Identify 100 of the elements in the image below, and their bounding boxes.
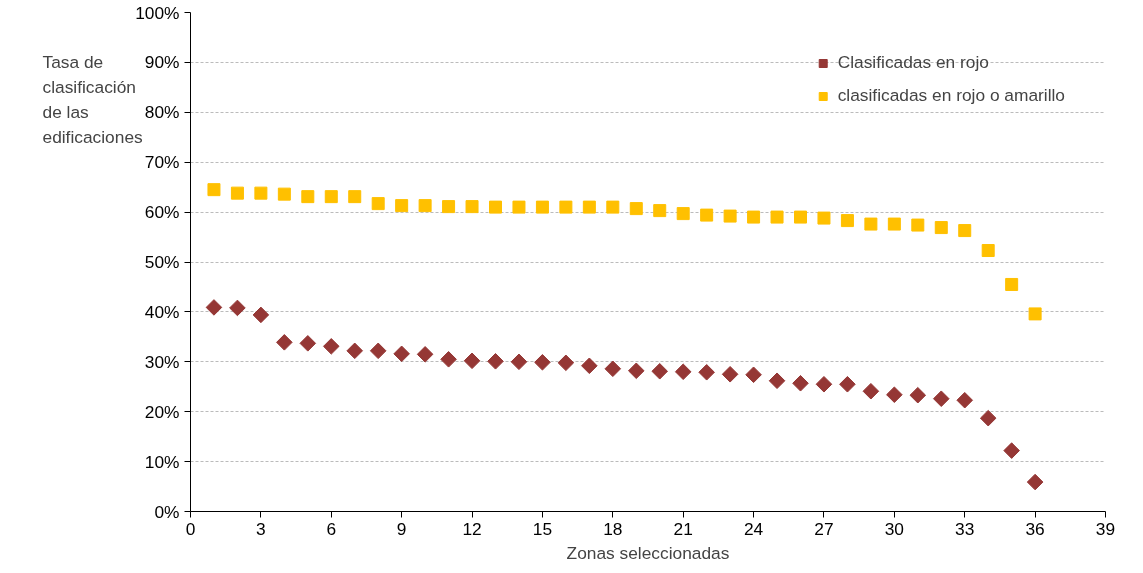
point [770, 210, 784, 224]
x-tick-label: 36 [1025, 518, 1045, 539]
point [653, 204, 667, 218]
point [721, 366, 739, 383]
point [768, 372, 786, 390]
point [205, 299, 223, 316]
point [817, 211, 831, 225]
point [230, 186, 244, 200]
y-tick-label: 90% [144, 52, 180, 73]
y-tick-label: 30% [144, 351, 180, 372]
point [604, 360, 622, 378]
point [676, 207, 690, 221]
x-tick-label: 0 [185, 518, 196, 539]
point [418, 199, 432, 213]
legend-label: Clasificadas en rojo [837, 52, 989, 73]
y-tick-label: 60% [144, 202, 180, 223]
x-tick-label: 18 [603, 518, 623, 539]
point [487, 353, 504, 370]
point [956, 391, 974, 409]
point [723, 209, 737, 223]
x-tick-label: 9 [396, 518, 407, 539]
point [909, 386, 927, 404]
point [252, 306, 270, 324]
point [512, 200, 526, 214]
y-tick-label: 70% [144, 152, 180, 173]
point [299, 335, 317, 352]
point [369, 342, 387, 360]
point [276, 334, 293, 351]
point [463, 352, 481, 370]
point [958, 224, 972, 238]
point [207, 183, 221, 197]
point [393, 345, 410, 363]
point [862, 382, 880, 400]
x-tick-label: 33 [955, 518, 975, 539]
x-axis-title: Zonas seleccionadas [566, 542, 730, 563]
point [440, 351, 457, 368]
point [254, 186, 268, 200]
point [932, 390, 950, 407]
point [559, 200, 573, 214]
y-tick-label: 0% [154, 501, 180, 522]
point [229, 299, 246, 317]
point [535, 200, 549, 214]
y-tick-label: 10% [144, 451, 180, 472]
point [465, 200, 479, 214]
y-tick-label: 80% [144, 102, 180, 123]
point [301, 190, 315, 204]
x-tick-label: 12 [462, 518, 482, 539]
point [442, 200, 456, 214]
legend-label: clasificadas en rojo o amarillo [837, 85, 1065, 106]
point [557, 354, 575, 372]
point [792, 374, 809, 392]
x-tick-label: 15 [532, 518, 553, 539]
point [510, 353, 528, 371]
point [416, 346, 434, 363]
x-tick-label: 30 [884, 518, 904, 539]
x-tick-label: 39 [1095, 518, 1116, 539]
x-tick-label: 27 [814, 518, 834, 539]
x-tick-label: 6 [326, 518, 337, 539]
point [934, 221, 948, 235]
point [629, 202, 643, 216]
y-tick-label: 100% [135, 2, 180, 23]
point [911, 218, 925, 232]
point [747, 210, 761, 224]
point [1005, 277, 1019, 291]
point [840, 214, 854, 228]
point [346, 342, 364, 360]
point [627, 362, 645, 380]
point [886, 386, 903, 404]
point [698, 364, 715, 381]
x-tick-label: 21 [673, 518, 693, 539]
point [1028, 307, 1042, 321]
point [674, 363, 692, 381]
point [277, 187, 291, 201]
y-tick-label: 40% [144, 301, 180, 322]
point [534, 354, 551, 371]
x-tick-label: 3 [256, 518, 266, 539]
point [395, 199, 409, 213]
y-tick-label: 20% [144, 401, 180, 422]
y-tick-label: 50% [144, 252, 180, 272]
point [981, 244, 995, 258]
point [371, 197, 385, 211]
point [1003, 442, 1020, 459]
point [745, 366, 762, 384]
point [324, 190, 338, 204]
point [839, 375, 856, 393]
point [700, 208, 714, 222]
point [348, 190, 362, 204]
point [864, 217, 878, 231]
point [581, 357, 598, 375]
y-axis-title: Tasa de clasificación de las edificaciones [42, 51, 144, 147]
point [1026, 473, 1044, 491]
point [887, 217, 901, 231]
point [322, 338, 340, 355]
point [979, 409, 997, 427]
x-tick-label: 24 [743, 518, 764, 539]
point [815, 375, 833, 393]
point [489, 200, 502, 214]
point [651, 363, 669, 380]
point [582, 200, 596, 214]
point [794, 210, 807, 224]
